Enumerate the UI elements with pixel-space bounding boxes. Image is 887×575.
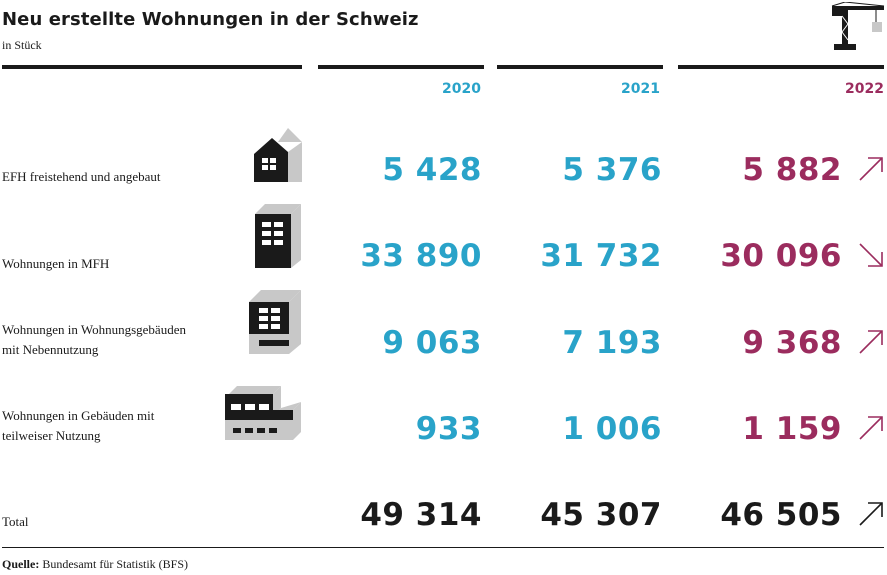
header-rule-label (2, 65, 302, 69)
value-mfh-2021: 31 732 (540, 238, 662, 274)
row-label-total: Total (2, 514, 29, 529)
partial-use-building-icon (225, 386, 301, 440)
header-rule-2020 (318, 65, 484, 69)
trend-up-arrow-icon (859, 416, 883, 440)
value-mixed-use-2020: 9 063 (382, 325, 482, 361)
row-label-efh: EFH freistehend und angebaut (2, 169, 161, 184)
crane-icon (831, 2, 885, 50)
source-note: Quelle: Bundesamt für Statistik (BFS) (2, 557, 188, 571)
page-subtitle: in Stück (2, 38, 42, 52)
header-rule-2022 (678, 65, 884, 69)
trend-up-arrow-icon (859, 157, 883, 181)
apartment-building-icon (255, 204, 301, 268)
value-efh-2020: 5 428 (382, 152, 482, 188)
value-partial-use-2020: 933 (415, 411, 482, 447)
house-icon (254, 128, 302, 182)
value-efh-2022: 5 882 (742, 152, 842, 188)
trend-down-arrow-icon (859, 243, 883, 267)
mixed-use-building-icon (249, 290, 301, 354)
page-title: Neu erstellte Wohnungen in der Schweiz (2, 9, 419, 30)
value-mixed-use-2022: 9 368 (742, 325, 842, 361)
value-mixed-use-2021: 7 193 (562, 325, 662, 361)
row-label-mfh: Wohnungen in MFH (2, 256, 110, 271)
value-mfh-2020: 33 890 (360, 238, 482, 274)
trend-up-arrow-icon (859, 330, 883, 354)
year-2021: 2021 (621, 81, 660, 97)
footer-rule (2, 547, 884, 548)
value-efh-2021: 5 376 (562, 152, 662, 188)
value-total-2021: 45 307 (540, 497, 662, 533)
value-partial-use-2021: 1 006 (562, 411, 662, 447)
header-rule-2021 (497, 65, 663, 69)
value-mfh-2022: 30 096 (720, 238, 842, 274)
year-2020: 2020 (442, 81, 481, 97)
row-label-partial-use: Wohnungen in Gebäuden mit teilweiser Nut… (2, 408, 155, 443)
year-2022: 2022 (845, 81, 884, 97)
value-total-2020: 49 314 (360, 497, 482, 533)
row-label-mixed-use: Wohnungen in Wohnungsgebäuden mit Nebenn… (2, 322, 186, 357)
value-partial-use-2022: 1 159 (742, 411, 842, 447)
value-total-2022: 46 505 (720, 497, 842, 533)
trend-up-arrow-icon (859, 502, 883, 526)
